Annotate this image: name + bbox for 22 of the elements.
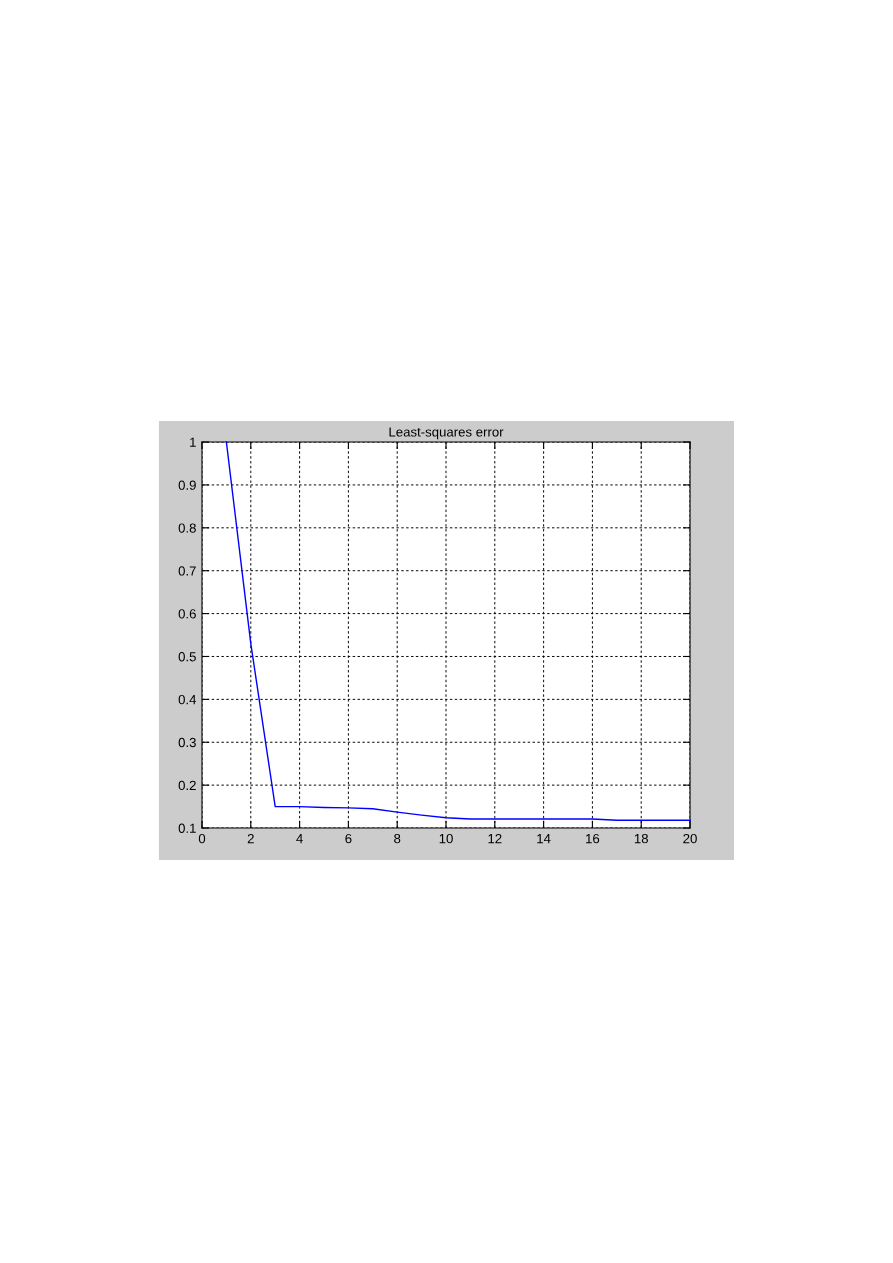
y-tick-label: 0.4 bbox=[178, 694, 197, 705]
y-tick-label: 0.8 bbox=[178, 523, 196, 533]
y-tick-label: 1 bbox=[190, 437, 196, 447]
x-tick-label: 6 bbox=[345, 833, 352, 844]
x-tick-label: 0 bbox=[198, 833, 206, 844]
y-tick-label: 0.1 bbox=[178, 823, 196, 833]
x-tick-label: 14 bbox=[537, 834, 551, 844]
y-tick-label: 0.2 bbox=[178, 780, 196, 791]
x-tick-label: 12 bbox=[488, 833, 502, 844]
x-tick-label: 16 bbox=[586, 833, 600, 844]
x-tick-label: 2 bbox=[247, 833, 254, 844]
y-tick-label: 0.5 bbox=[178, 652, 196, 662]
x-tick-label: 8 bbox=[394, 833, 401, 844]
x-tick-label: 10 bbox=[439, 833, 453, 844]
x-tick-label: 20 bbox=[683, 833, 697, 844]
y-tick-label: 0.3 bbox=[178, 737, 196, 748]
x-tick-label: 4 bbox=[296, 834, 303, 844]
y-tick-label: 0.7 bbox=[178, 566, 196, 576]
x-tick-label: 18 bbox=[634, 833, 648, 844]
chart-title: Least-squares error bbox=[389, 427, 504, 440]
y-tick-label: 0.9 bbox=[178, 480, 196, 490]
y-tick-label: 0.6 bbox=[178, 609, 196, 619]
